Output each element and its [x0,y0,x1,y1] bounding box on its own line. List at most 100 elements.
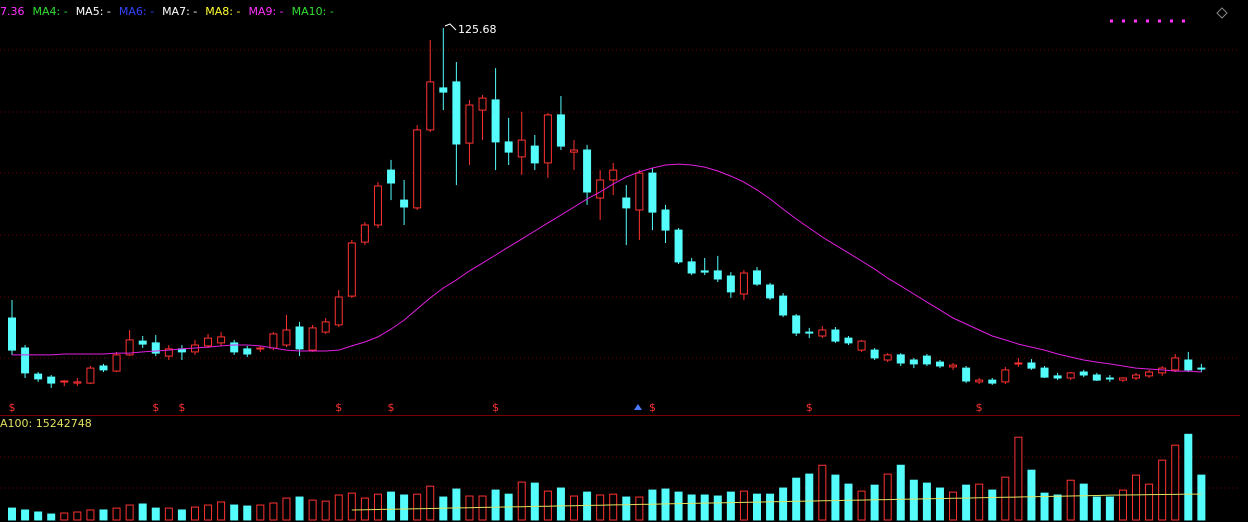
candle-body [530,145,539,164]
candle-body [1197,367,1206,370]
candle-body [766,284,775,299]
arrow-icon [634,404,642,410]
candle-body [308,327,317,351]
candle-body [295,326,304,350]
candle-body [439,87,448,93]
volume-bar [596,494,605,521]
volume-bar [622,496,631,521]
max-label: 125.68 [458,23,497,36]
volume-bar [700,494,709,521]
candle-body [321,321,330,333]
volume-bar [857,490,866,521]
volume-bar [334,494,343,521]
candle-body [896,354,905,364]
candle-body [243,348,252,355]
volume-bar [125,504,134,521]
candle-body [543,114,552,164]
candle-body [752,270,761,285]
volume-bar [1092,496,1101,521]
volume-bar [321,500,330,521]
candle-body [8,317,16,351]
volume-bar [792,477,801,521]
signal-marker: $ [976,401,983,414]
volume-bar [949,491,958,521]
signal-marker: $ [388,401,395,414]
candle-body [713,270,722,280]
candle-body [269,333,278,349]
candle-body [426,81,435,131]
volume-bar [426,485,435,521]
volume-bar [164,507,173,521]
candle-body [975,379,984,383]
volume-bar [282,497,291,521]
candle-body [413,129,422,209]
volume-bar [34,511,43,521]
volume-bar [909,479,918,521]
volume-bar [1145,483,1154,521]
candle-body [151,342,160,354]
legend-item: MA4: - [32,5,68,18]
candle-body [1092,374,1101,381]
max-pointer [444,23,457,31]
candle-body [347,242,356,297]
volume-bar [347,492,356,521]
volume-bar [1040,492,1049,521]
candle-body [1040,367,1049,378]
candle-body [635,172,644,211]
grid [0,49,1240,489]
legend-item: MA5: - [75,5,111,18]
candle-body [478,97,487,111]
volume-bar [779,487,788,521]
volume-bar [530,482,539,521]
volume-bar [491,489,500,521]
candle-body [504,141,513,153]
volume-bar [373,493,382,521]
volume-bar [1118,489,1127,521]
volume-bar [177,509,186,521]
volume-bar [295,496,304,521]
volume-bar [635,496,644,521]
volume-bar [726,491,735,521]
volume-bar [99,509,108,521]
candle-body [21,347,30,374]
candle-body [609,169,618,181]
candle-body [465,104,474,144]
candle-body [1001,369,1010,383]
volume-bar [739,490,748,521]
candle-body [256,347,265,350]
volume-bar [687,494,696,521]
volume-bar [1105,496,1114,521]
candle-body [125,339,134,356]
volume-bar [1184,433,1193,521]
candle-body [1066,372,1075,379]
candle-body [282,329,291,346]
candle-body [1118,377,1127,381]
signal-marker: $ [152,401,159,414]
legend-item: MA8: - [205,5,241,18]
candle-body [805,331,814,334]
volume-bar [583,491,592,521]
candle-body [831,329,840,342]
candle-body [138,340,147,345]
diamond-icon[interactable] [1216,7,1228,19]
volume-bar [360,497,369,521]
volume-bar [1132,474,1141,521]
volume-bar [543,490,552,521]
ma-line [12,163,1202,373]
candle-body [373,185,382,226]
candle-body [1132,374,1141,379]
candle-body [622,197,631,209]
candle-body [334,296,343,326]
candle-body [687,261,696,274]
candle-body [596,179,605,199]
candle-body [857,340,866,351]
candle-body [570,149,579,153]
signal-marker: $ [335,401,342,414]
candle-body [86,367,95,384]
legend: 7.36 MA4: - MA5: - MA6: - MA7: - MA8: - MA9: -… [0,5,334,18]
candle-body [452,81,461,145]
signal-marker: $ [178,401,185,414]
volume-bar [752,493,761,521]
volume-bar [609,493,618,521]
volume-label: A100: 15242748 [0,417,92,430]
